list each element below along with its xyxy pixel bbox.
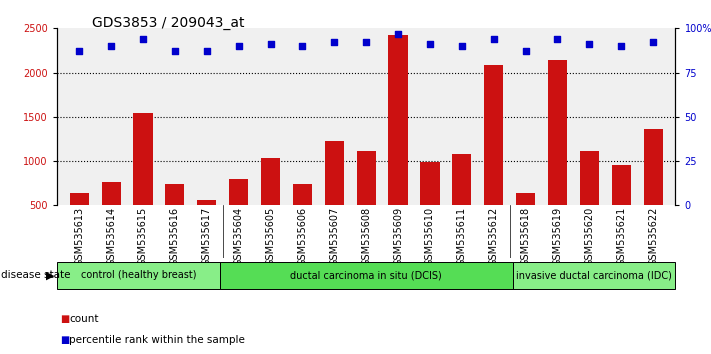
Text: disease state: disease state — [1, 270, 71, 280]
Bar — [229, 179, 248, 250]
Text: GSM535605: GSM535605 — [265, 206, 275, 266]
Text: percentile rank within the sample: percentile rank within the sample — [69, 335, 245, 345]
Bar — [165, 184, 184, 250]
Text: control (healthy breast): control (healthy breast) — [80, 270, 196, 280]
Bar — [388, 35, 407, 250]
Text: GSM535619: GSM535619 — [552, 206, 562, 266]
Point — [392, 31, 404, 36]
Point — [552, 36, 563, 42]
Text: ■: ■ — [60, 314, 70, 324]
Bar — [70, 193, 89, 250]
Text: GSM535620: GSM535620 — [584, 206, 594, 266]
Bar — [134, 113, 153, 250]
Point — [584, 41, 595, 47]
Point — [169, 48, 181, 54]
FancyBboxPatch shape — [220, 262, 513, 289]
Point — [296, 43, 308, 49]
Text: count: count — [69, 314, 98, 324]
Bar — [261, 159, 280, 250]
Point — [201, 48, 213, 54]
Text: GSM535614: GSM535614 — [106, 206, 116, 266]
Bar — [484, 65, 503, 250]
Text: GSM535612: GSM535612 — [488, 206, 498, 266]
Text: GSM535608: GSM535608 — [361, 206, 371, 266]
Point — [488, 36, 499, 42]
Text: GSM535615: GSM535615 — [138, 206, 148, 266]
Bar — [643, 129, 663, 250]
Bar — [611, 166, 631, 250]
Point — [648, 40, 659, 45]
Bar — [197, 200, 216, 250]
Bar — [357, 152, 375, 250]
Point — [520, 48, 531, 54]
Point — [233, 43, 245, 49]
Point — [424, 41, 436, 47]
Point — [616, 43, 627, 49]
Text: GSM535618: GSM535618 — [520, 206, 530, 266]
Text: GSM535622: GSM535622 — [648, 206, 658, 266]
Text: GSM535621: GSM535621 — [616, 206, 626, 266]
Text: GSM535610: GSM535610 — [425, 206, 435, 266]
Text: GSM535616: GSM535616 — [170, 206, 180, 266]
Bar — [452, 154, 471, 250]
Point — [264, 41, 276, 47]
Point — [73, 48, 85, 54]
Point — [360, 40, 372, 45]
Bar — [516, 193, 535, 250]
Text: GSM535607: GSM535607 — [329, 206, 339, 266]
Point — [137, 36, 149, 42]
Text: GSM535604: GSM535604 — [234, 206, 244, 266]
Point — [105, 43, 117, 49]
FancyBboxPatch shape — [513, 262, 675, 289]
Text: GSM535613: GSM535613 — [74, 206, 84, 266]
Text: GSM535611: GSM535611 — [457, 206, 467, 266]
Bar — [579, 152, 599, 250]
Text: invasive ductal carcinoma (IDC): invasive ductal carcinoma (IDC) — [516, 270, 672, 280]
FancyBboxPatch shape — [57, 262, 220, 289]
Bar — [325, 141, 344, 250]
Text: ductal carcinoma in situ (DCIS): ductal carcinoma in situ (DCIS) — [290, 270, 442, 280]
Text: GSM535617: GSM535617 — [202, 206, 212, 266]
Text: GDS3853 / 209043_at: GDS3853 / 209043_at — [92, 16, 245, 30]
Bar — [293, 184, 312, 250]
Bar — [420, 162, 439, 250]
Point — [328, 40, 340, 45]
Bar — [548, 60, 567, 250]
Bar — [102, 182, 121, 250]
Text: ■: ■ — [60, 335, 70, 345]
Text: GSM535609: GSM535609 — [393, 206, 403, 266]
Point — [456, 43, 468, 49]
Text: ▶: ▶ — [46, 270, 54, 280]
Text: GSM535606: GSM535606 — [297, 206, 307, 266]
